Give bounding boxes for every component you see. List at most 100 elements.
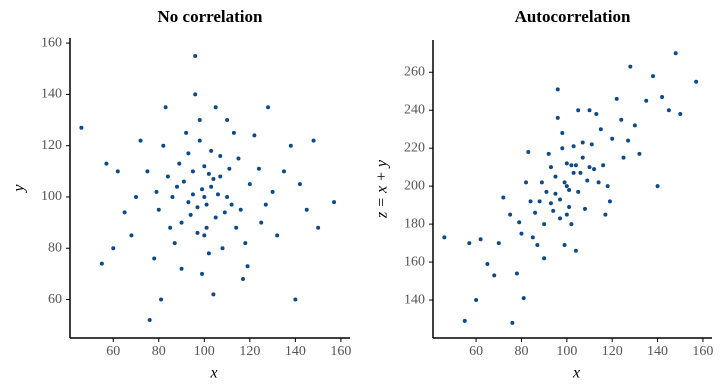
point <box>558 216 563 221</box>
point <box>200 271 205 276</box>
point <box>592 167 597 172</box>
point <box>266 105 271 110</box>
point <box>206 171 211 176</box>
y-tick-label: 120 <box>41 138 62 153</box>
point <box>542 222 547 227</box>
point <box>564 212 569 217</box>
point <box>209 148 214 153</box>
point <box>227 166 232 171</box>
point <box>147 318 152 323</box>
point <box>467 241 472 246</box>
point <box>234 225 239 230</box>
chart-title: No correlation <box>158 7 264 26</box>
y-tick-label: 160 <box>404 254 425 269</box>
point <box>186 200 191 205</box>
point <box>607 199 612 204</box>
point <box>694 79 699 84</box>
point <box>190 169 195 174</box>
point <box>222 210 227 215</box>
point <box>195 205 200 210</box>
point <box>209 184 214 189</box>
y-tick-label: 160 <box>41 35 62 50</box>
point <box>206 251 211 256</box>
point <box>179 220 184 225</box>
point <box>474 298 479 303</box>
point <box>666 108 671 113</box>
point <box>316 225 321 230</box>
x-tick-label: 160 <box>330 344 351 359</box>
point <box>115 169 120 174</box>
x-tick-label: 140 <box>647 344 668 359</box>
point <box>304 207 309 212</box>
x-axis-label: x <box>209 365 217 382</box>
point <box>225 118 230 123</box>
y-tick-label: 220 <box>404 140 425 155</box>
point <box>225 194 230 199</box>
point <box>220 246 225 251</box>
point <box>311 138 316 143</box>
point <box>521 296 526 301</box>
point <box>218 153 223 158</box>
point <box>204 202 209 207</box>
y-tick-label: 140 <box>404 292 425 307</box>
point <box>99 261 104 266</box>
point <box>154 189 159 194</box>
point <box>651 74 656 79</box>
point <box>514 271 519 276</box>
point <box>211 292 216 297</box>
chart-title: Autocorrelation <box>515 7 631 26</box>
point <box>524 180 528 185</box>
point <box>462 318 467 323</box>
y-tick-label: 200 <box>404 178 425 193</box>
point <box>163 105 168 110</box>
point <box>297 182 302 187</box>
point <box>562 180 567 185</box>
point <box>539 180 544 185</box>
point <box>501 195 506 200</box>
point <box>174 184 179 189</box>
point <box>122 210 127 215</box>
point <box>528 199 533 204</box>
point <box>177 161 182 166</box>
point <box>270 189 275 194</box>
point <box>569 163 574 168</box>
point <box>181 179 186 184</box>
point <box>535 242 540 247</box>
point <box>582 206 587 211</box>
point <box>562 242 567 247</box>
point <box>172 241 177 246</box>
point <box>145 169 150 174</box>
point <box>601 163 606 168</box>
point <box>548 165 553 170</box>
point <box>548 201 553 206</box>
point <box>603 212 608 217</box>
point <box>580 140 585 145</box>
point <box>558 197 563 202</box>
point <box>202 164 207 169</box>
point <box>533 210 538 215</box>
x-tick-label: 80 <box>514 344 528 359</box>
point <box>578 170 583 175</box>
point <box>238 207 243 212</box>
point <box>567 205 572 210</box>
point <box>281 169 286 174</box>
point <box>159 297 164 302</box>
point <box>293 297 298 302</box>
point <box>510 320 515 325</box>
point <box>564 161 569 166</box>
point <box>188 212 193 217</box>
point <box>587 108 592 113</box>
point <box>530 235 535 240</box>
point <box>519 231 524 236</box>
point <box>637 151 642 156</box>
point <box>569 222 574 227</box>
point <box>202 233 207 238</box>
point <box>247 182 252 187</box>
point <box>111 246 116 251</box>
point <box>619 117 624 122</box>
point <box>517 220 522 225</box>
x-tick-label: 160 <box>692 344 713 359</box>
point <box>580 155 585 160</box>
point <box>551 208 556 213</box>
point <box>594 112 599 117</box>
